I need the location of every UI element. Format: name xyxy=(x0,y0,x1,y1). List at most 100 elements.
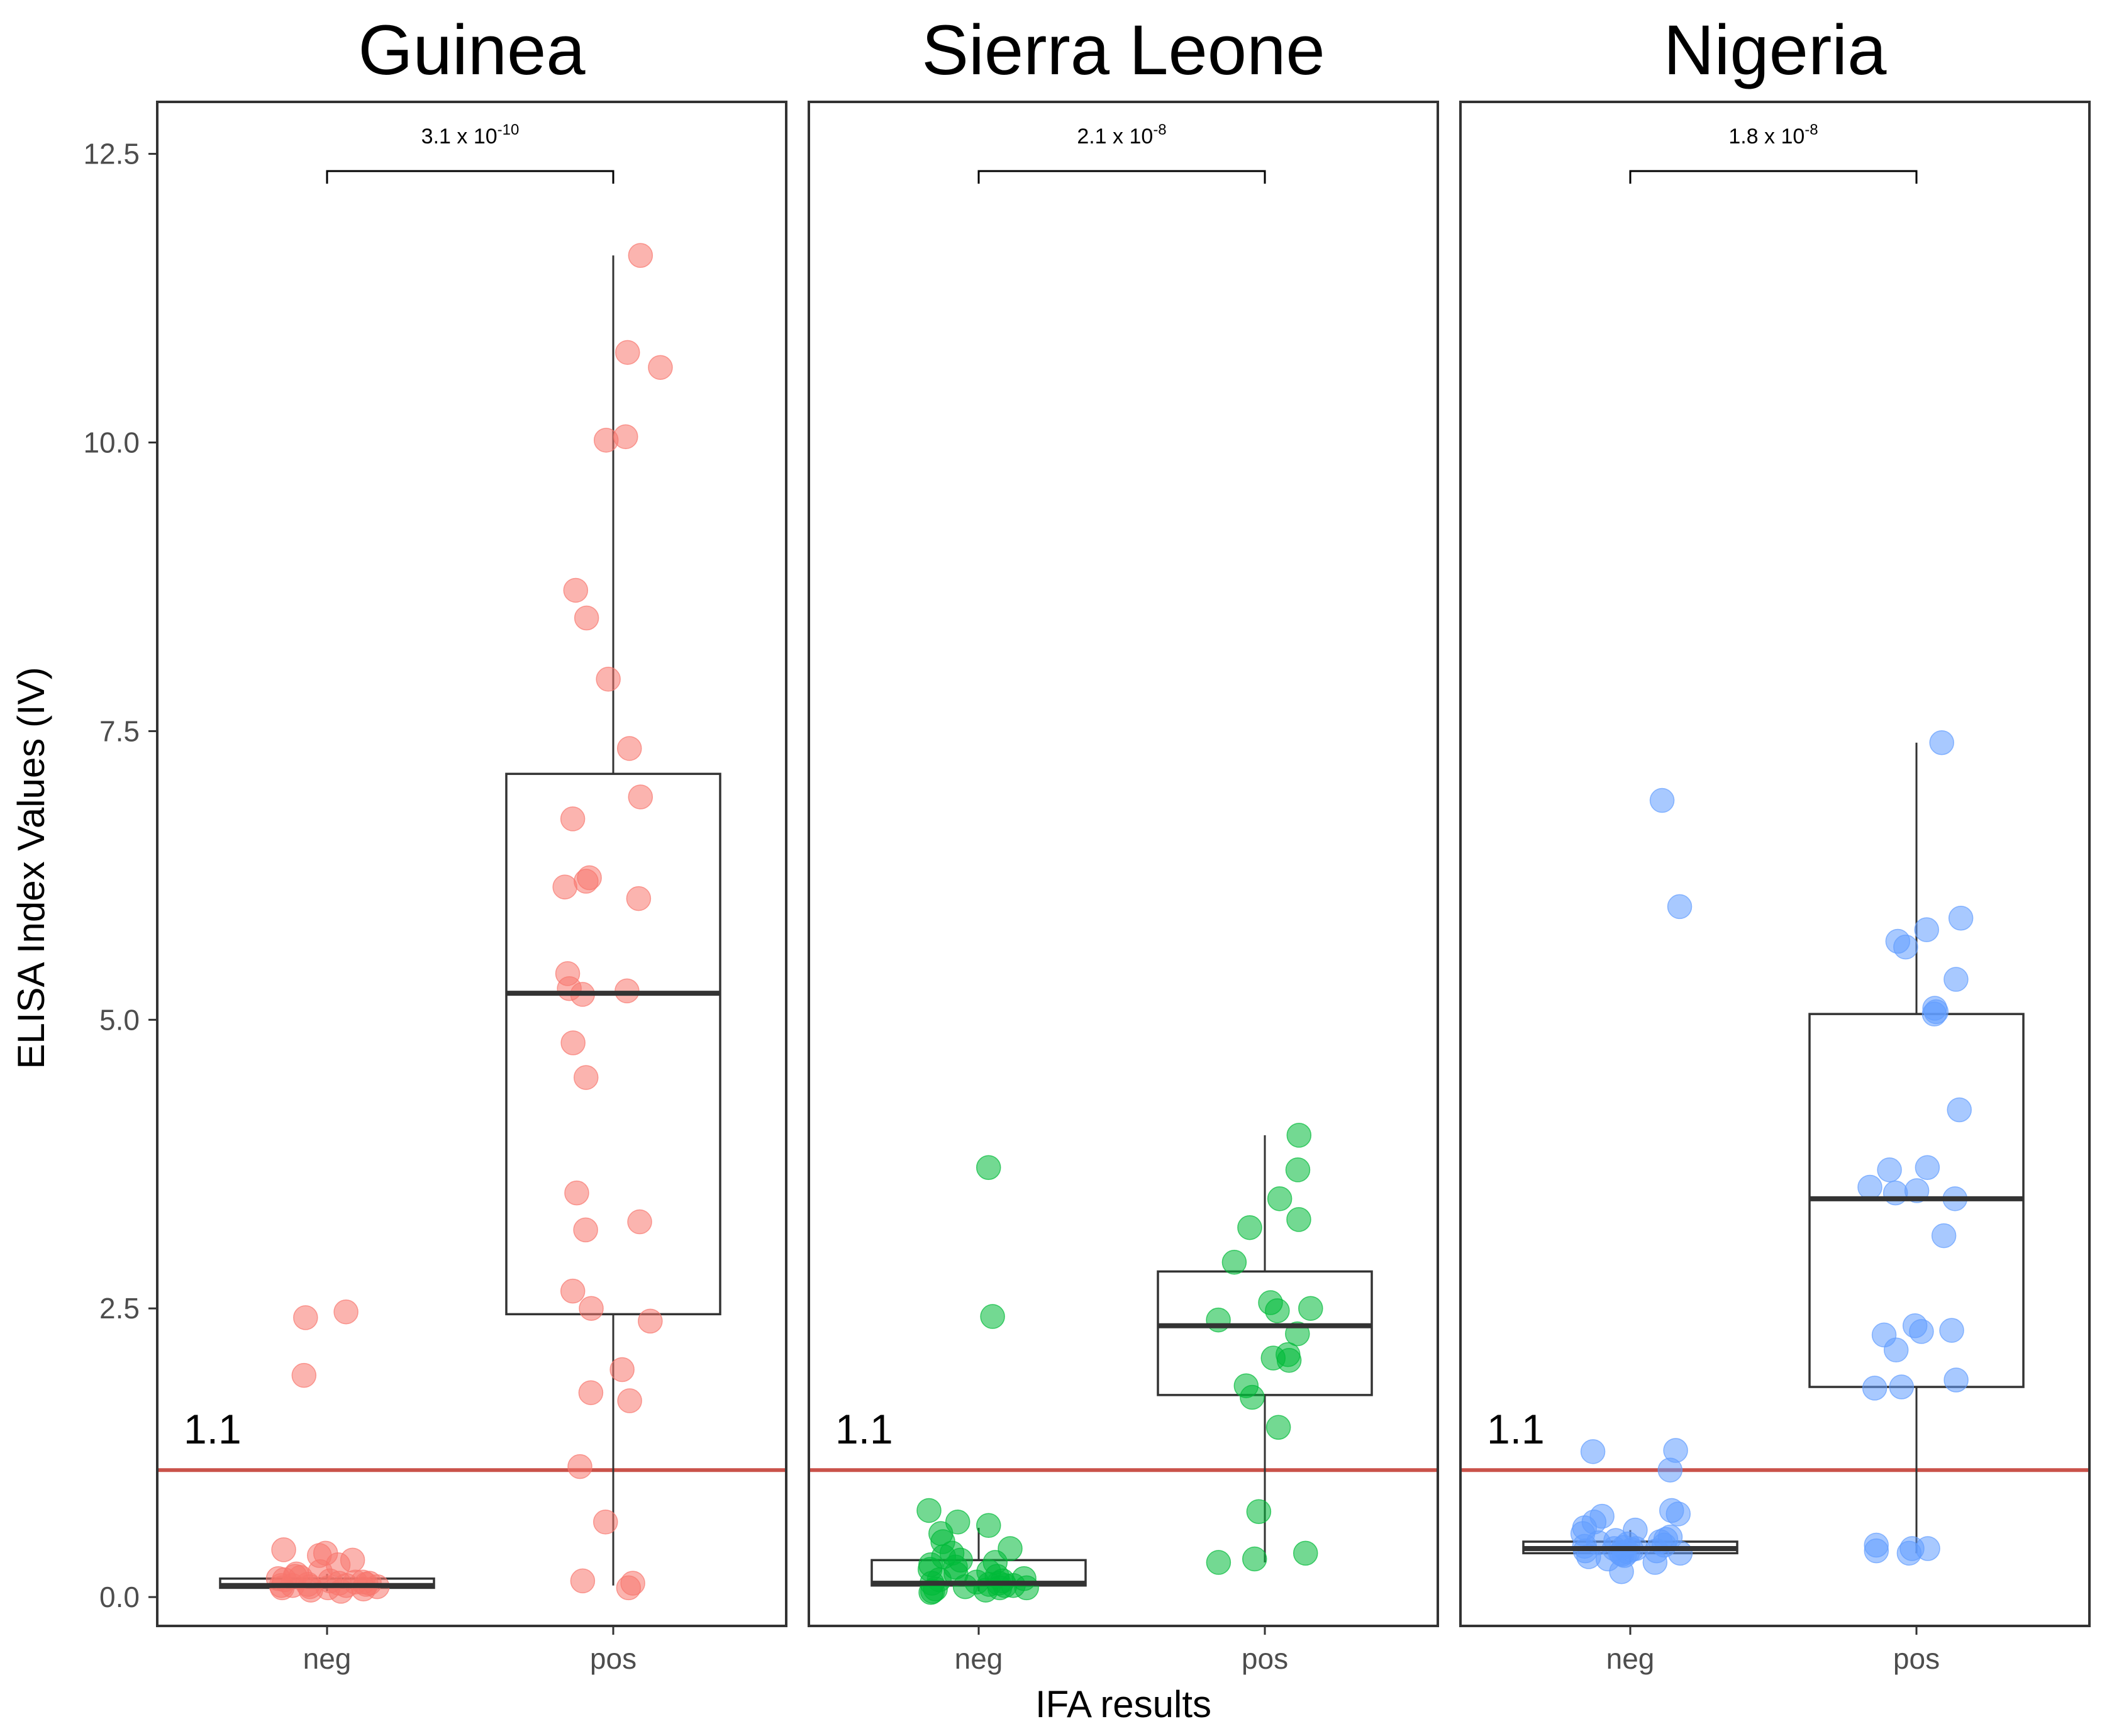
data-point-pos xyxy=(1885,928,1911,954)
x-tick-label-pos: pos xyxy=(1893,1642,1940,1675)
data-point-pos xyxy=(648,355,673,380)
data-point-pos xyxy=(560,806,586,832)
data-point-pos xyxy=(616,736,642,761)
threshold-label: 1.1 xyxy=(1487,1406,1545,1452)
data-point-pos xyxy=(1265,1415,1291,1440)
data-point-neg xyxy=(1589,1503,1615,1529)
data-point-pos xyxy=(615,340,640,365)
data-point-pos xyxy=(1221,1250,1247,1275)
x-tick-label-neg: neg xyxy=(955,1642,1003,1675)
data-point-pos xyxy=(1944,1367,1969,1393)
y-tick-label: 2.5 xyxy=(99,1292,140,1325)
panels-layer: Guinea 1.1 3.1 x 10-10 neg pos Sierra Leone 1.… xyxy=(156,11,2091,1675)
data-point-pos xyxy=(564,1180,589,1206)
x-tick-label-pos: pos xyxy=(1242,1642,1288,1675)
data-point-pos xyxy=(627,1209,652,1235)
data-point-neg xyxy=(350,1569,375,1594)
data-point-pos xyxy=(578,1380,604,1405)
panel-border xyxy=(156,101,787,1627)
data-point-pos xyxy=(1864,1532,1889,1558)
data-point-pos xyxy=(1233,1373,1259,1398)
panel-nigeria: Nigeria 1.1 1.8 x 10-8 neg pos xyxy=(1459,11,2091,1675)
data-point-pos xyxy=(1922,996,1947,1021)
data-point-neg xyxy=(1580,1439,1606,1464)
panel-title: Nigeria xyxy=(1664,11,1888,89)
threshold-label: 1.1 xyxy=(835,1406,893,1452)
data-point-pos xyxy=(1862,1376,1888,1401)
data-point-pos xyxy=(1285,1157,1311,1182)
data-point-pos xyxy=(563,577,589,603)
panel-sierra-leone: Sierra Leone 1.1 2.1 x 10-8 neg pos xyxy=(808,11,1439,1675)
p-value-mantissa: 3.1 x 10 xyxy=(421,125,498,148)
data-point-pos xyxy=(1276,1342,1301,1367)
data-point-neg xyxy=(291,1362,317,1388)
data-point-neg xyxy=(284,1561,309,1587)
data-point-pos xyxy=(1258,1290,1283,1315)
data-point-pos xyxy=(1857,1174,1882,1200)
data-point-neg xyxy=(980,1304,1005,1329)
data-point-pos xyxy=(1286,1207,1311,1232)
data-point-pos xyxy=(1298,1296,1323,1321)
significance-bracket xyxy=(1629,170,1918,184)
panel-border xyxy=(808,101,1439,1627)
data-point-pos xyxy=(613,424,638,450)
panel-guinea: Guinea 1.1 3.1 x 10-10 neg pos xyxy=(156,11,787,1675)
y-axis-title: ELISA Index Values (IV) xyxy=(10,667,52,1069)
data-point-pos xyxy=(560,1030,586,1055)
data-point-neg xyxy=(998,1536,1023,1561)
data-point-pos xyxy=(573,1217,598,1243)
data-point-pos xyxy=(1914,917,1939,942)
data-point-neg xyxy=(1667,894,1693,920)
box-pos xyxy=(505,772,721,1316)
data-point-neg xyxy=(313,1540,338,1566)
data-point-neg xyxy=(293,1305,318,1330)
data-point-pos xyxy=(579,1296,604,1321)
x-tick-label-pos: pos xyxy=(590,1642,637,1675)
data-point-pos xyxy=(577,865,602,891)
data-point-pos xyxy=(1206,1550,1232,1575)
data-point-pos xyxy=(1293,1540,1318,1566)
y-axis: 0.0 2.5 5.0 7.5 10.0 12.5 xyxy=(83,138,157,1613)
data-point-pos xyxy=(638,1308,663,1334)
data-point-pos xyxy=(628,243,653,268)
data-point-neg xyxy=(976,1513,1001,1538)
data-point-pos xyxy=(1944,967,1969,992)
x-axis-title: IFA results xyxy=(1035,1683,1211,1725)
x-tick-label-neg: neg xyxy=(1606,1642,1655,1675)
p-value-mantissa: 2.1 x 10 xyxy=(1077,125,1153,148)
data-point-pos xyxy=(573,1065,599,1090)
data-point-pos xyxy=(1931,1223,1957,1249)
y-tick-label: 12.5 xyxy=(83,138,140,170)
data-point-pos xyxy=(617,1388,642,1413)
data-point-pos xyxy=(593,1510,618,1535)
p-value-mantissa: 1.8 x 10 xyxy=(1728,125,1804,148)
p-value-exponent: -8 xyxy=(1804,121,1818,138)
y-tick-label: 7.5 xyxy=(99,715,140,747)
data-point-pos xyxy=(1948,906,1974,931)
data-point-pos xyxy=(1237,1215,1262,1240)
data-point-neg xyxy=(945,1510,970,1535)
data-point-pos xyxy=(567,1454,592,1479)
y-tick-label: 5.0 xyxy=(99,1003,140,1036)
data-point-pos xyxy=(1882,1180,1908,1206)
p-value-label: 2.1 x 10-8 xyxy=(1077,121,1166,148)
data-point-pos xyxy=(1929,730,1954,755)
data-point-pos xyxy=(1899,1536,1925,1561)
data-point-neg xyxy=(1663,1438,1688,1463)
data-point-neg xyxy=(1649,787,1675,813)
data-point-pos xyxy=(609,1357,635,1383)
data-point-pos xyxy=(1246,1499,1272,1525)
data-point-pos xyxy=(1902,1313,1928,1338)
p-value-exponent: -10 xyxy=(498,121,520,138)
data-point-neg xyxy=(1623,1517,1648,1543)
data-point-pos xyxy=(552,874,577,899)
data-point-pos xyxy=(1939,1318,1964,1343)
data-point-pos xyxy=(596,667,621,692)
data-point-pos xyxy=(626,886,652,911)
threshold-label: 1.1 xyxy=(184,1406,242,1452)
data-point-neg xyxy=(1657,1524,1683,1550)
data-point-pos xyxy=(1267,1186,1293,1211)
data-point-pos xyxy=(1915,1155,1940,1181)
significance-bracket xyxy=(326,170,614,184)
